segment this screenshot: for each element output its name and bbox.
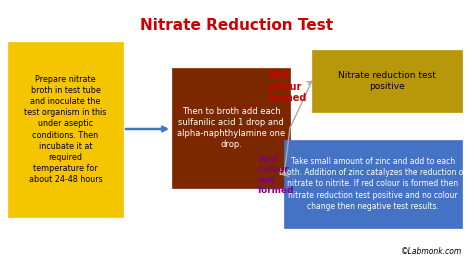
Text: Take small amount of zinc and add to each
broth. Addition of zinc catalyzes the : Take small amount of zinc and add to eac… <box>280 157 466 211</box>
FancyBboxPatch shape <box>284 140 462 228</box>
FancyBboxPatch shape <box>172 68 290 188</box>
Text: ©Labmonk.com: ©Labmonk.com <box>401 247 462 256</box>
Text: Nitrate reduction test
positive: Nitrate reduction test positive <box>338 71 436 91</box>
FancyBboxPatch shape <box>8 42 123 217</box>
Text: Red
colour
formed: Red colour formed <box>268 70 307 103</box>
Text: Then to broth add each
sulfanilic acid 1 drop and
alpha-naphthylamine one
drop.: Then to broth add each sulfanilic acid 1… <box>177 107 285 149</box>
FancyBboxPatch shape <box>312 50 462 112</box>
Text: Red
colour
not
formed: Red colour not formed <box>258 155 294 195</box>
Text: Nitrate Reduction Test: Nitrate Reduction Test <box>140 18 334 33</box>
Text: Prepare nitrate
broth in test tube
and inoculate the
test organism in this
under: Prepare nitrate broth in test tube and i… <box>24 75 107 184</box>
